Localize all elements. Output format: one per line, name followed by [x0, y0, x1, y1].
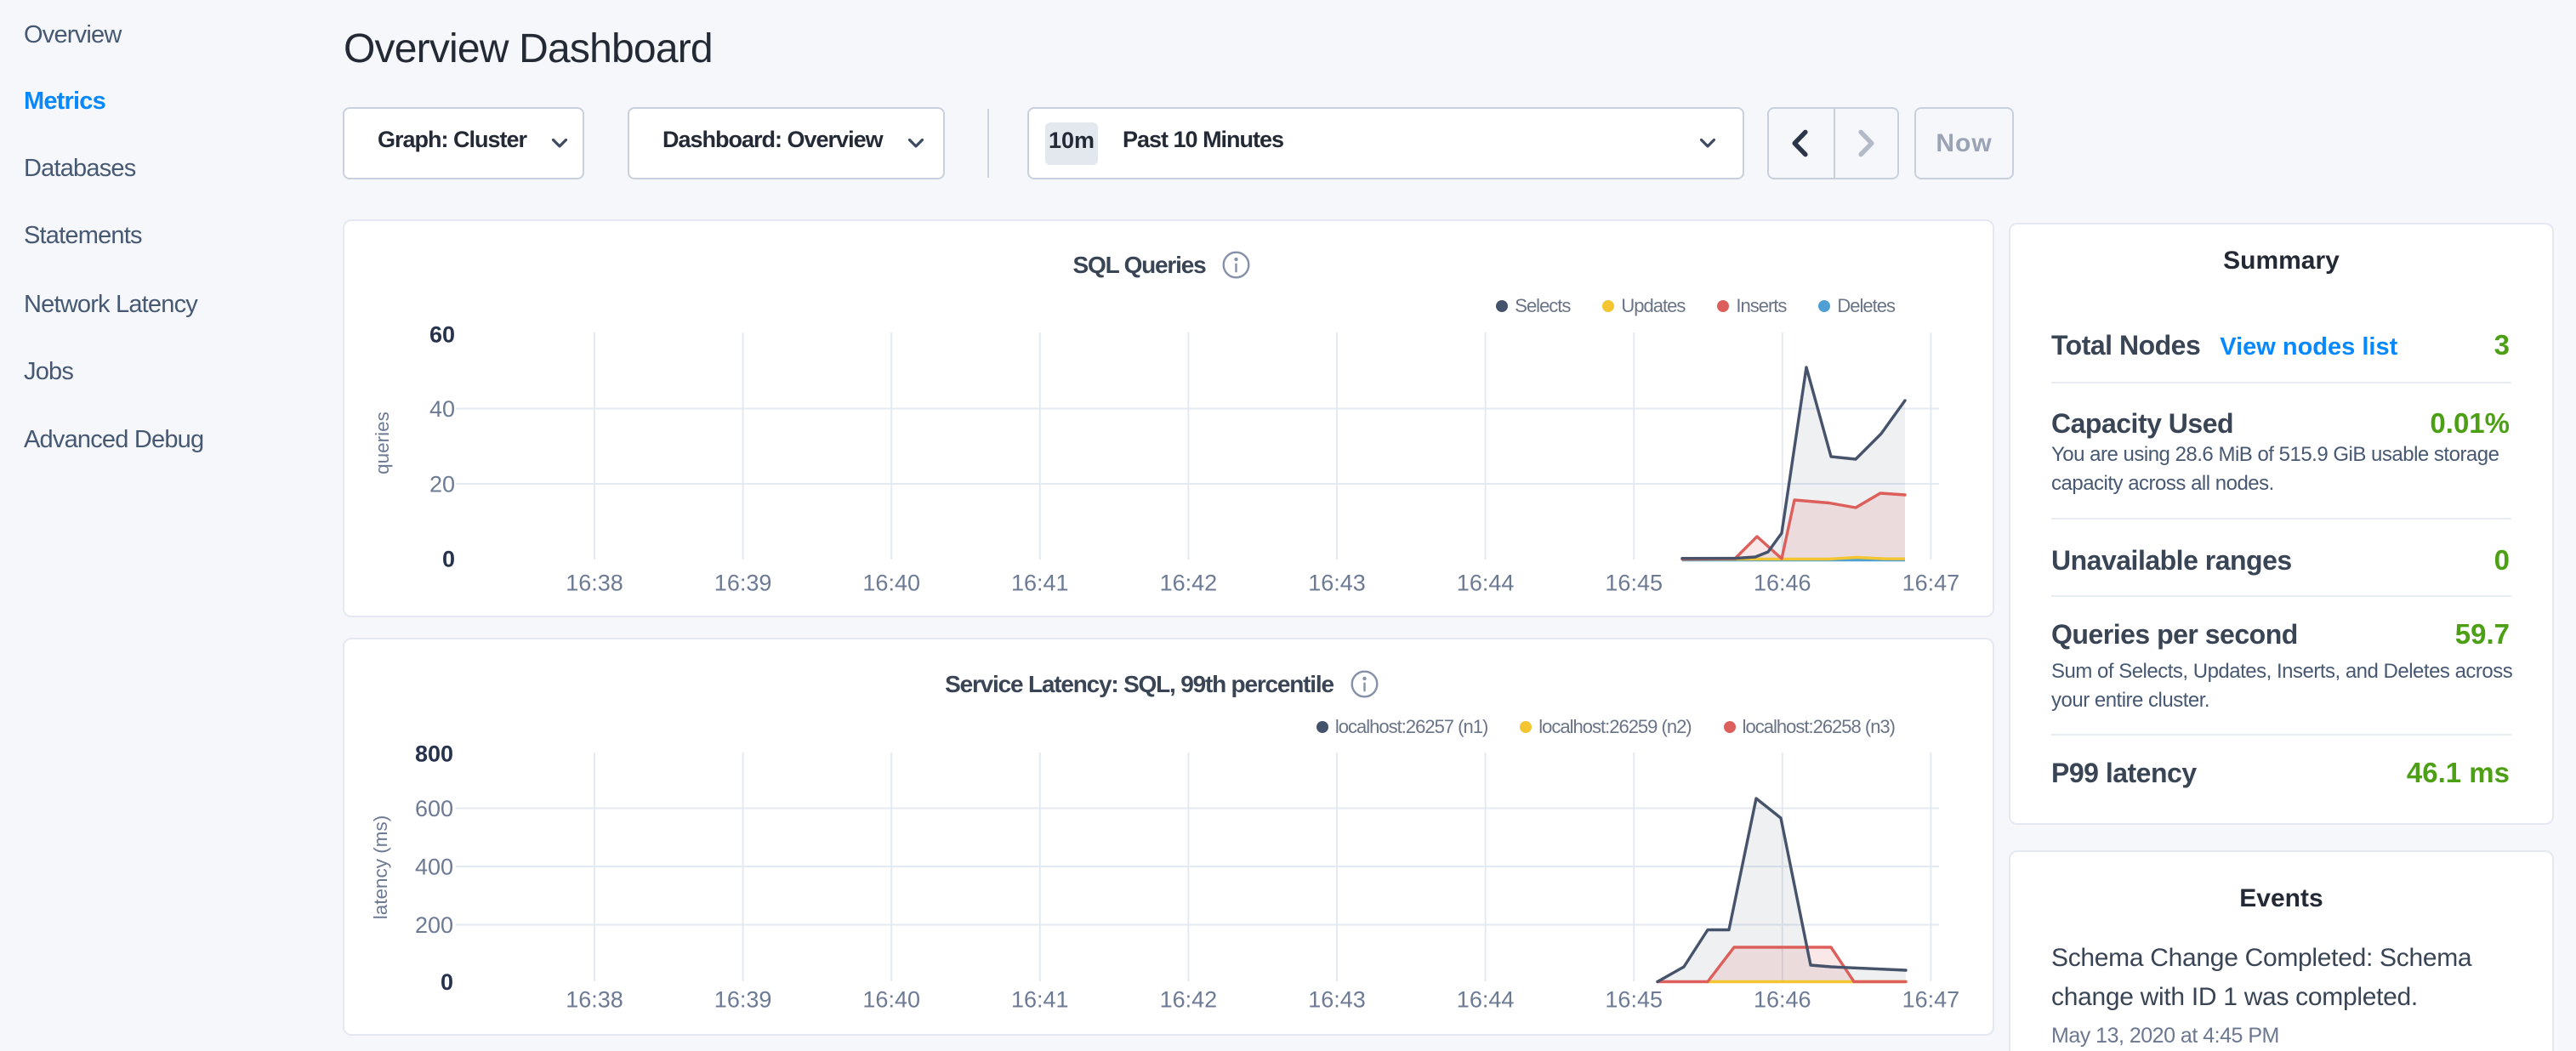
svg-text:16:45: 16:45: [1605, 987, 1663, 1013]
svg-text:800: 800: [415, 741, 453, 767]
svg-text:16:38: 16:38: [566, 571, 623, 596]
svg-text:16:43: 16:43: [1308, 571, 1366, 596]
svg-text:16:39: 16:39: [714, 571, 772, 596]
svg-text:16:38: 16:38: [566, 987, 623, 1013]
svg-text:16:42: 16:42: [1160, 571, 1218, 596]
svg-text:16:46: 16:46: [1754, 571, 1811, 596]
svg-text:16:40: 16:40: [862, 987, 920, 1013]
svg-text:16:42: 16:42: [1160, 987, 1218, 1013]
svg-text:queries: queries: [372, 412, 393, 474]
svg-text:16:39: 16:39: [714, 987, 772, 1013]
svg-text:16:44: 16:44: [1457, 987, 1515, 1013]
svg-text:200: 200: [415, 912, 453, 938]
svg-text:16:46: 16:46: [1754, 987, 1811, 1013]
svg-text:600: 600: [415, 796, 453, 821]
svg-text:latency (ms): latency (ms): [370, 815, 391, 920]
svg-text:60: 60: [429, 322, 455, 348]
svg-text:16:41: 16:41: [1011, 987, 1069, 1013]
svg-text:16:43: 16:43: [1308, 987, 1366, 1013]
svg-text:40: 40: [429, 396, 455, 422]
svg-text:0: 0: [442, 547, 455, 572]
svg-text:16:47: 16:47: [1902, 987, 1960, 1013]
svg-text:16:47: 16:47: [1902, 571, 1960, 596]
svg-text:16:44: 16:44: [1457, 571, 1515, 596]
svg-text:20: 20: [429, 472, 455, 497]
svg-text:16:45: 16:45: [1605, 571, 1663, 596]
svg-text:0: 0: [441, 969, 453, 995]
svg-text:16:40: 16:40: [862, 571, 920, 596]
svg-text:400: 400: [415, 855, 453, 880]
svg-text:16:41: 16:41: [1011, 571, 1069, 596]
